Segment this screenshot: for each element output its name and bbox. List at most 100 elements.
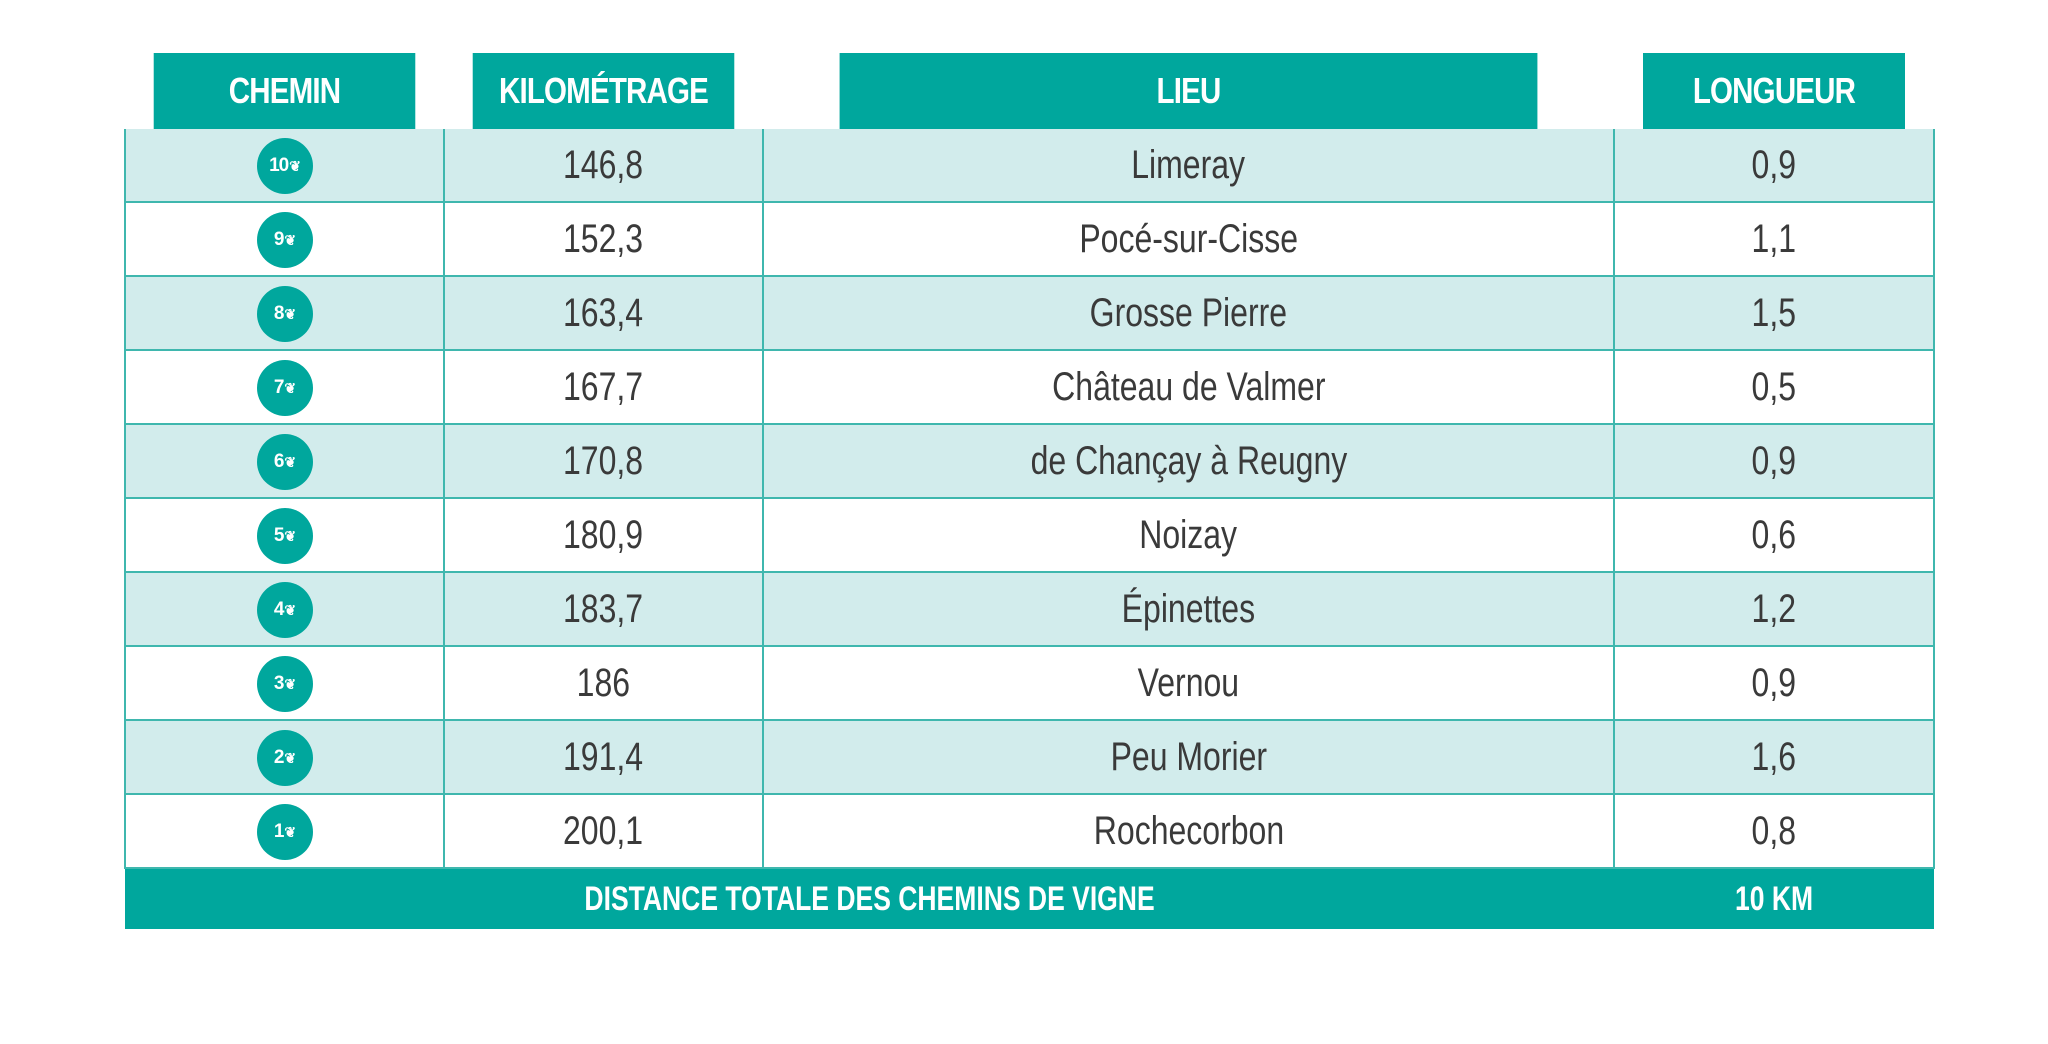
header-chemin: CHEMIN — [153, 53, 416, 129]
cell-kilometrage: 146,8 — [443, 129, 764, 203]
cell-kilometrage: 180,9 — [443, 498, 764, 573]
cell-kilometrage: 191,4 — [443, 720, 764, 795]
cell-longueur: 1,6 — [1613, 720, 1935, 795]
table-footer: DISTANCE TOTALE DES CHEMINS DE VIGNE 10 … — [125, 868, 1934, 929]
cell-lieu-text: Grosse Pierre — [1089, 290, 1288, 335]
chemin-badge: 7 ❦ — [256, 360, 313, 416]
cell-lieu: Vernou — [762, 646, 1615, 721]
cell-chemin: 8 ❦ — [124, 276, 445, 351]
table-row: 6 ❦ 170,8 de Chançay à Reugny 0,9 — [124, 424, 1935, 499]
grape-icon: ❦ — [289, 158, 301, 174]
cell-chemin: 1 ❦ — [124, 794, 445, 869]
cell-chemin: 4 ❦ — [124, 572, 445, 647]
table-row: 5 ❦ 180,9 Noizay 0,6 — [124, 498, 1935, 573]
grape-icon: ❦ — [284, 528, 296, 544]
cell-longueur: 0,8 — [1613, 794, 1935, 869]
cell-longueur: 1,5 — [1613, 276, 1935, 351]
table-row: 2 ❦ 191,4 Peu Morier 1,6 — [124, 720, 1935, 795]
chemin-number: 9 — [273, 229, 285, 250]
cell-longueur: 0,9 — [1613, 646, 1935, 721]
vineyard-paths-table: CHEMIN KILOMÉTRAGE LIEU LONGUEUR 10 ❦ 146,… — [124, 53, 1935, 929]
grape-icon: ❦ — [284, 232, 296, 248]
grape-icon: ❦ — [284, 306, 296, 322]
chemin-number: 7 — [273, 377, 285, 398]
cell-kilometrage-text: 180,9 — [563, 512, 644, 557]
cell-longueur-text: 1,1 — [1751, 216, 1797, 261]
footer-total: 10 KM — [1614, 868, 1934, 929]
chemin-badge: 3 ❦ — [256, 656, 313, 712]
table-row: 9 ❦ 152,3 Pocé-sur-Cisse 1,1 — [124, 202, 1935, 277]
chemin-number: 3 — [273, 673, 285, 694]
chemin-number: 10 — [269, 155, 289, 176]
chemin-badge: 9 ❦ — [256, 212, 313, 268]
chemin-badge: 4 ❦ — [256, 582, 313, 638]
grape-icon: ❦ — [284, 380, 296, 396]
cell-kilometrage: 186 — [443, 646, 764, 721]
table-row: 1 ❦ 200,1 Rochecorbon 0,8 — [124, 794, 1935, 869]
cell-longueur: 1,1 — [1613, 202, 1935, 277]
cell-longueur-text: 1,6 — [1751, 734, 1797, 779]
cell-longueur-text: 0,5 — [1751, 364, 1797, 409]
cell-kilometrage: 200,1 — [443, 794, 764, 869]
footer-label: DISTANCE TOTALE DES CHEMINS DE VIGNE — [125, 868, 1614, 929]
header-kilometrage: KILOMÉTRAGE — [472, 53, 735, 129]
chemin-number: 6 — [273, 451, 285, 472]
cell-kilometrage: 163,4 — [443, 276, 764, 351]
cell-lieu: de Chançay à Reugny — [762, 424, 1615, 499]
cell-longueur: 0,6 — [1613, 498, 1935, 573]
table-row: 10 ❦ 146,8 Limeray 0,9 — [124, 129, 1935, 203]
table-header: CHEMIN KILOMÉTRAGE LIEU LONGUEUR — [125, 53, 1934, 129]
cell-kilometrage-text: 146,8 — [563, 142, 644, 187]
cell-chemin: 2 ❦ — [124, 720, 445, 795]
header-lieu: LIEU — [839, 53, 1538, 129]
grape-icon: ❦ — [284, 454, 296, 470]
chemin-number: 2 — [273, 747, 285, 768]
cell-lieu-text: de Chançay à Reugny — [1030, 438, 1347, 483]
chemin-number: 5 — [273, 525, 285, 546]
chemin-badge: 2 ❦ — [256, 730, 313, 786]
header-longueur: LONGUEUR — [1642, 53, 1906, 129]
cell-lieu-text: Limeray — [1131, 142, 1246, 187]
cell-lieu-text: Vernou — [1137, 660, 1240, 705]
chemin-badge: 6 ❦ — [256, 434, 313, 490]
chemin-badge: 5 ❦ — [256, 508, 313, 564]
cell-chemin: 3 ❦ — [124, 646, 445, 721]
cell-longueur-text: 0,6 — [1751, 512, 1797, 557]
grape-icon: ❦ — [284, 824, 296, 840]
cell-chemin: 9 ❦ — [124, 202, 445, 277]
cell-longueur: 0,9 — [1613, 424, 1935, 499]
table-row: 4 ❦ 183,7 Épinettes 1,2 — [124, 572, 1935, 647]
cell-kilometrage-text: 152,3 — [563, 216, 644, 261]
table-row: 3 ❦ 186 Vernou 0,9 — [124, 646, 1935, 721]
cell-kilometrage-text: 167,7 — [563, 364, 644, 409]
chemin-number: 8 — [273, 303, 285, 324]
cell-longueur-text: 0,9 — [1751, 142, 1797, 187]
cell-lieu: Pocé-sur-Cisse — [762, 202, 1615, 277]
cell-chemin: 5 ❦ — [124, 498, 445, 573]
cell-lieu-text: Peu Morier — [1110, 734, 1267, 779]
cell-lieu: Peu Morier — [762, 720, 1615, 795]
header-row: CHEMIN KILOMÉTRAGE LIEU LONGUEUR — [125, 53, 1934, 129]
cell-lieu-text: Château de Valmer — [1051, 364, 1326, 409]
cell-chemin: 7 ❦ — [124, 350, 445, 425]
cell-lieu: Limeray — [762, 129, 1615, 203]
cell-longueur: 0,5 — [1613, 350, 1935, 425]
cell-kilometrage: 183,7 — [443, 572, 764, 647]
chemin-badge: 1 ❦ — [256, 804, 313, 860]
cell-kilometrage-text: 186 — [576, 660, 631, 705]
cell-lieu: Château de Valmer — [762, 350, 1615, 425]
cell-kilometrage: 170,8 — [443, 424, 764, 499]
cell-kilometrage-text: 191,4 — [563, 734, 644, 779]
cell-lieu: Noizay — [762, 498, 1615, 573]
table-row: 7 ❦ 167,7 Château de Valmer 0,5 — [124, 350, 1935, 425]
cell-lieu: Épinettes — [762, 572, 1615, 647]
cell-longueur-text: 0,8 — [1751, 808, 1797, 853]
paths-table: CHEMIN KILOMÉTRAGE LIEU LONGUEUR 10 ❦ 146,… — [124, 53, 1935, 929]
footer-row: DISTANCE TOTALE DES CHEMINS DE VIGNE 10 … — [125, 868, 1934, 929]
cell-kilometrage-text: 200,1 — [563, 808, 644, 853]
table-row: 8 ❦ 163,4 Grosse Pierre 1,5 — [124, 276, 1935, 351]
cell-kilometrage: 167,7 — [443, 350, 764, 425]
grape-icon: ❦ — [284, 750, 296, 766]
cell-longueur: 0,9 — [1613, 129, 1935, 203]
cell-lieu: Grosse Pierre — [762, 276, 1615, 351]
